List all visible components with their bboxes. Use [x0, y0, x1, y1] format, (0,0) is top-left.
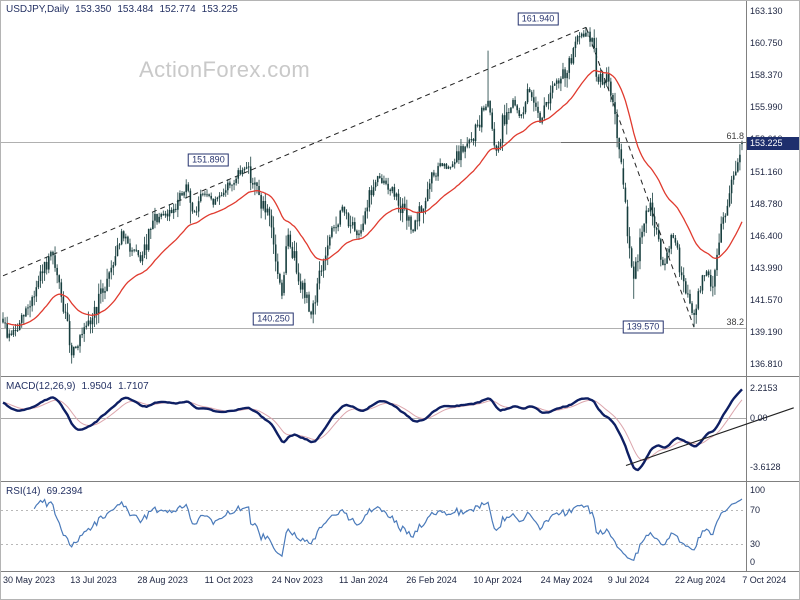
macd-signal-value: 1.7107	[118, 381, 149, 392]
macd-value: 1.9504	[81, 381, 113, 392]
price-axis-label: 146.400	[750, 230, 783, 241]
ohlc-low: 152.774	[159, 4, 196, 15]
x-axis-label: 7 Oct 2024	[742, 575, 787, 585]
watermark: ActionForex.com	[139, 57, 311, 82]
rsi-title: RSI(14) 69.2394	[6, 486, 83, 497]
rsi-label: RSI(14)	[6, 486, 41, 497]
rsi-axis-label: 30	[750, 538, 761, 549]
price-axis-label: 160.750	[750, 38, 783, 49]
macd-axis-label: 0.00	[750, 413, 768, 423]
price-axis-label: 141.570	[750, 295, 783, 306]
symbol-name: USDJPY,Daily	[6, 4, 70, 15]
x-axis-label: 11 Oct 2023	[204, 575, 253, 585]
macd-axis-label: 2.2153	[750, 382, 778, 393]
x-axis-label: 24 Nov 2023	[271, 575, 323, 585]
macd-label: MACD(12,26,9)	[6, 381, 76, 392]
rsi-axis-label: 70	[750, 504, 761, 515]
price-axis-label: 163.130	[750, 6, 783, 17]
ohlc-close: 153.225	[201, 4, 238, 15]
current-price-tag: 153.225	[747, 137, 799, 151]
price-axis-label: 143.990	[750, 262, 783, 273]
x-axis-label: 9 Jul 2024	[607, 575, 650, 585]
x-axis-label: 11 Jan 2024	[339, 575, 388, 585]
rsi-axis-label: 100	[750, 485, 766, 495]
x-axis-label: 13 Jul 2023	[70, 575, 117, 585]
ohlc-open: 153.350	[75, 4, 112, 15]
ohlc-high: 153.484	[117, 4, 154, 15]
x-axis-label: 22 Aug 2024	[675, 575, 726, 585]
time-axis[interactable]: 30 May 2023 13 Jul 2023 28 Aug 2023 11 Oct …	[1, 571, 799, 593]
price-axis-label: 155.990	[750, 102, 783, 113]
price-axis-label: 136.810	[750, 359, 783, 370]
price-axis-label: 148.780	[750, 198, 783, 209]
x-axis-label: 10 Apr 2024	[473, 575, 522, 585]
macd-axis-label: -3.6128	[750, 462, 781, 473]
price-axis-label: 158.370	[750, 70, 783, 81]
rsi-axis-label: 0	[750, 557, 756, 567]
price-axis[interactable]: 163.130160.750158.370155.990153.610151.1…	[747, 1, 799, 571]
x-axis-label: 24 May 2024	[540, 575, 593, 585]
x-axis-label: 30 May 2023	[3, 575, 56, 585]
x-axis-label: 26 Feb 2024	[406, 575, 457, 585]
chart-title: USDJPY,Daily 153.350 153.484 152.774 153.225	[6, 4, 238, 15]
x-axis-label: 28 Aug 2023	[137, 575, 188, 585]
price-axis-label: 139.190	[750, 327, 783, 338]
rsi-value: 69.2394	[46, 486, 83, 497]
macd-title: MACD(12,26,9) 1.9504 1.7107	[6, 381, 149, 392]
price-axis-label: 151.160	[750, 166, 783, 177]
